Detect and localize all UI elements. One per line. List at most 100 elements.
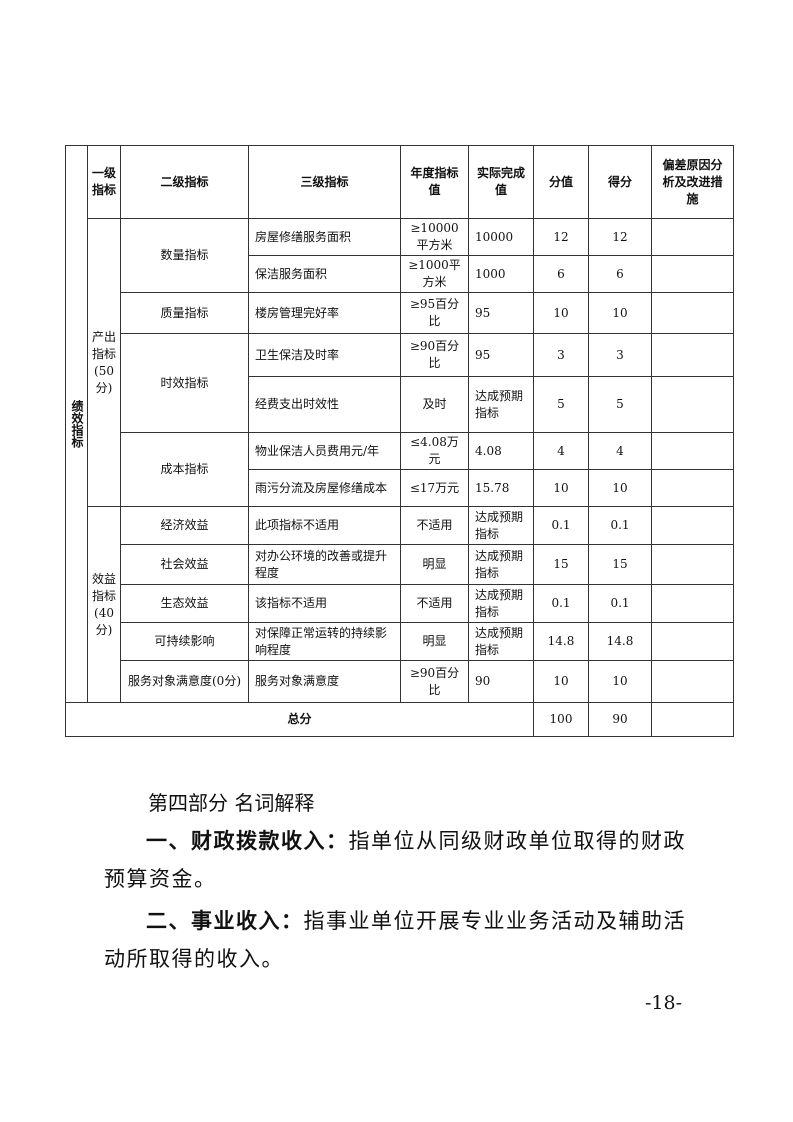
score-cell: 0.1 bbox=[588, 506, 652, 545]
level3-cell: 保洁服务面积 bbox=[248, 255, 401, 293]
score-cell: 10 bbox=[588, 660, 652, 703]
top-level-label: 绩效指标 bbox=[65, 145, 88, 703]
points-cell: 12 bbox=[533, 218, 589, 256]
level2-cell: 质量指标 bbox=[120, 292, 249, 334]
score-cell: 14.8 bbox=[588, 622, 652, 661]
definition-text: 指单位从同级财政单位取得的财政预算资金。 bbox=[104, 829, 686, 891]
actual-cell: 达成预期指标 bbox=[468, 622, 534, 661]
total-score: 90 bbox=[588, 702, 652, 737]
target-cell: ≥90百分比 bbox=[400, 333, 469, 377]
score-cell: 10 bbox=[588, 469, 652, 507]
column-header: 三级指标 bbox=[248, 145, 401, 219]
column-header: 二级指标 bbox=[120, 145, 249, 219]
score-cell: 6 bbox=[588, 255, 652, 293]
definition-paragraph: 二、事业收入：指事业单位开展专业业务活动及辅助活动所取得的收入。 bbox=[104, 902, 704, 978]
points-cell: 0.1 bbox=[533, 506, 589, 545]
level3-cell: 房屋修缮服务面积 bbox=[248, 218, 401, 256]
points-cell: 3 bbox=[533, 333, 589, 377]
points-cell: 4 bbox=[533, 432, 589, 470]
score-cell: 10 bbox=[588, 292, 652, 334]
level3-cell: 对办公环境的改善或提升程度 bbox=[248, 544, 401, 585]
actual-cell: 1000 bbox=[468, 255, 534, 293]
table-row: 可持续影响 对保障正常运转的持续影响程度 明显 达成预期指标 14.8 14.8 bbox=[66, 622, 734, 661]
definition-term: 一、财政拨款收入： bbox=[146, 829, 349, 853]
actual-cell: 4.08 bbox=[468, 432, 534, 470]
table-row: 生态效益 该指标不适用 不适用 达成预期指标 0.1 0.1 bbox=[66, 584, 734, 623]
table-row: 雨污分流及房屋修缮成本 ≤17万元 15.78 10 10 bbox=[66, 469, 734, 507]
definition-text: 指事业单位开展专业业务活动及辅助活动所取得的收入。 bbox=[104, 909, 686, 971]
target-cell: ≥95百分比 bbox=[400, 292, 469, 334]
actual-cell: 达成预期指标 bbox=[468, 376, 534, 433]
level3-cell: 服务对象满意度 bbox=[248, 660, 401, 703]
target-cell: 明显 bbox=[400, 622, 469, 661]
column-header: 偏差原因分析及改进措施 bbox=[651, 145, 734, 219]
level2-cell: 时效指标 bbox=[120, 333, 249, 433]
note-cell bbox=[651, 255, 734, 293]
points-cell: 10 bbox=[533, 292, 589, 334]
top-level-label-text: 绩效指标 bbox=[70, 400, 84, 448]
score-cell: 0.1 bbox=[588, 584, 652, 623]
level2-cell: 生态效益 bbox=[120, 584, 249, 623]
table-row: 保洁服务面积 ≥1000平方米 1000 6 6 bbox=[66, 255, 734, 293]
note-cell bbox=[651, 292, 734, 334]
performance-indicator-table: 绩效指标 一级指标 二级指标 三级指标 年度指标值 实际完成值 分值 得分 偏差原因分析及改进措… bbox=[65, 145, 734, 737]
actual-cell: 达成预期指标 bbox=[468, 584, 534, 623]
note-cell bbox=[651, 506, 734, 545]
points-cell: 10 bbox=[533, 660, 589, 703]
target-cell: ≤17万元 bbox=[400, 469, 469, 507]
level3-cell: 雨污分流及房屋修缮成本 bbox=[248, 469, 401, 507]
note-cell bbox=[651, 469, 734, 507]
actual-cell: 10000 bbox=[468, 218, 534, 256]
total-row: 总分 100 90 bbox=[65, 702, 734, 737]
level3-cell: 楼房管理完好率 bbox=[248, 292, 401, 334]
level2-cell: 社会效益 bbox=[120, 544, 249, 585]
note-cell bbox=[651, 432, 734, 470]
level2-cell: 经济效益 bbox=[120, 506, 249, 545]
level3-cell: 此项指标不适用 bbox=[248, 506, 401, 545]
score-cell: 15 bbox=[588, 544, 652, 585]
score-cell: 5 bbox=[588, 376, 652, 433]
level3-cell: 对保障正常运转的持续影响程度 bbox=[248, 622, 401, 661]
target-cell: 明显 bbox=[400, 544, 469, 585]
total-note bbox=[651, 702, 734, 737]
total-label: 总分 bbox=[65, 702, 534, 737]
level3-cell: 该指标不适用 bbox=[248, 584, 401, 623]
points-cell: 6 bbox=[533, 255, 589, 293]
actual-cell: 达成预期指标 bbox=[468, 544, 534, 585]
table-row: 时效指标 卫生保洁及时率 ≥90百分比 95 3 3 bbox=[66, 333, 734, 433]
level1-cell: 效益指标(40分) bbox=[87, 506, 121, 703]
level3-cell: 物业保洁人员费用元/年 bbox=[248, 432, 401, 470]
score-cell: 4 bbox=[588, 432, 652, 470]
level2-cell: 服务对象满意度(0分) bbox=[120, 660, 249, 703]
target-cell: 不适用 bbox=[400, 506, 469, 545]
points-cell: 0.1 bbox=[533, 584, 589, 623]
level2-cell: 数量指标 bbox=[120, 218, 249, 293]
level3-cell: 卫生保洁及时率 bbox=[248, 333, 401, 377]
level2-cell: 可持续影响 bbox=[120, 622, 249, 661]
note-cell bbox=[651, 584, 734, 623]
column-header: 年度指标值 bbox=[400, 145, 469, 219]
table-row: 成本指标 物业保洁人员费用元/年 ≤4.08万元 4.08 4 4 bbox=[66, 432, 734, 507]
note-cell bbox=[651, 544, 734, 585]
points-cell: 5 bbox=[533, 376, 589, 433]
definition-paragraph: 一、财政拨款收入：指单位从同级财政单位取得的财政预算资金。 bbox=[104, 822, 704, 898]
header-row: 绩效指标 一级指标 二级指标 三级指标 年度指标值 实际完成值 分值 得分 偏差原因分析及改进措… bbox=[65, 145, 734, 703]
target-cell: 不适用 bbox=[400, 584, 469, 623]
column-header: 分值 bbox=[533, 145, 589, 219]
actual-cell: 95 bbox=[468, 333, 534, 377]
note-cell bbox=[651, 218, 734, 256]
points-cell: 14.8 bbox=[533, 622, 589, 661]
table-row: 质量指标 楼房管理完好率 ≥95百分比 95 10 10 bbox=[66, 292, 734, 334]
table-row: 服务对象满意度(0分) 服务对象满意度 ≥90百分比 90 10 10 bbox=[66, 660, 734, 703]
level3-cell: 经费支出时效性 bbox=[248, 376, 401, 433]
target-cell: ≥90百分比 bbox=[400, 660, 469, 703]
table-row: 社会效益 对办公环境的改善或提升程度 明显 达成预期指标 15 15 bbox=[66, 544, 734, 585]
target-cell: ≥1000平方米 bbox=[400, 255, 469, 293]
total-points: 100 bbox=[533, 702, 589, 737]
score-cell: 12 bbox=[588, 218, 652, 256]
actual-cell: 达成预期指标 bbox=[468, 506, 534, 545]
column-header: 得分 bbox=[588, 145, 652, 219]
note-cell bbox=[651, 333, 734, 377]
actual-cell: 90 bbox=[468, 660, 534, 703]
table-row: 产出指标(50分) 数量指标 房屋修缮服务面积 ≥10000平方米 10000 12 12 bbox=[66, 218, 734, 507]
